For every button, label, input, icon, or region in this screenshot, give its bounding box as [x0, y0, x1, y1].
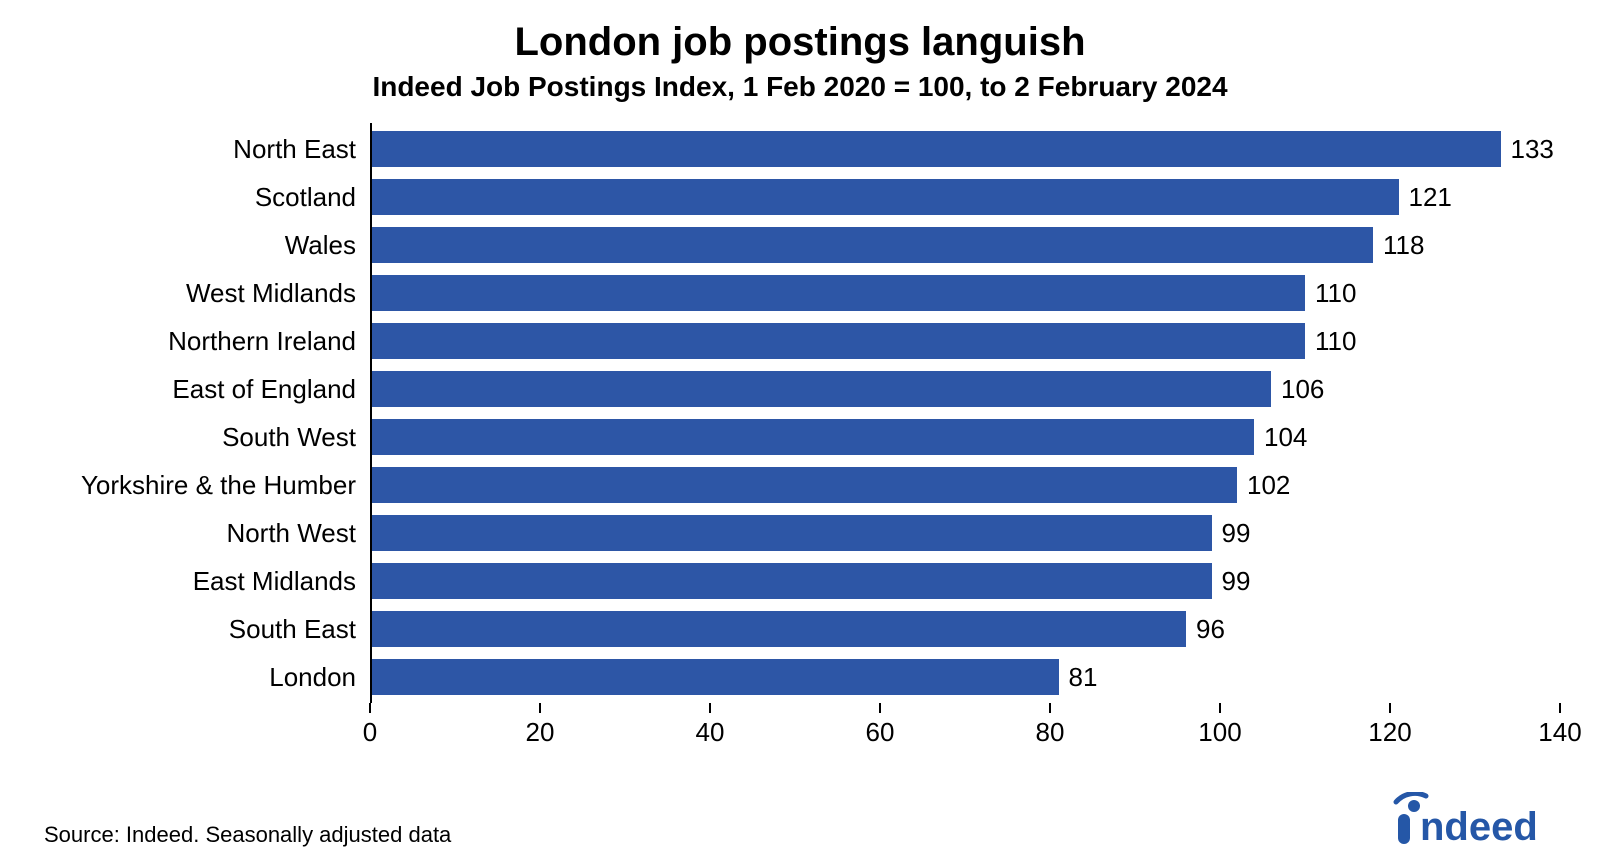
category-label: London	[40, 662, 356, 693]
x-axis-label: 0	[363, 717, 377, 748]
category-label: South West	[40, 422, 356, 453]
bar	[372, 659, 1059, 695]
bar	[372, 227, 1373, 263]
chart-subtitle: Indeed Job Postings Index, 1 Feb 2020 = …	[40, 71, 1560, 103]
bar	[372, 131, 1501, 167]
x-axis-tick	[1559, 703, 1561, 713]
bar	[372, 275, 1305, 311]
indeed-logo: ndeed	[1376, 792, 1556, 848]
indeed-logo-svg: ndeed	[1376, 792, 1556, 848]
x-axis-label: 20	[526, 717, 555, 748]
value-label: 96	[1196, 614, 1225, 645]
category-label: Scotland	[40, 182, 356, 213]
source-text: Source: Indeed. Seasonally adjusted data	[44, 822, 451, 848]
bar	[372, 323, 1305, 359]
x-axis-tick	[1389, 703, 1391, 713]
bar	[372, 467, 1237, 503]
chart-title: London job postings languish	[40, 20, 1560, 65]
chart-plot-area: North East 133 Scotland 121 Wales 118 West Mid…	[40, 123, 1560, 784]
category-label: Wales	[40, 230, 356, 261]
chart-container: London job postings languish Indeed Job …	[0, 0, 1600, 864]
bar	[372, 563, 1212, 599]
value-label: 121	[1409, 182, 1452, 213]
value-label: 106	[1281, 374, 1324, 405]
x-axis-label: 40	[696, 717, 725, 748]
value-label: 110	[1315, 326, 1356, 357]
category-label: North East	[40, 134, 356, 165]
category-label: East of England	[40, 374, 356, 405]
value-label: 110	[1315, 278, 1356, 309]
value-label: 81	[1069, 662, 1098, 693]
bar	[372, 419, 1254, 455]
category-label: Yorkshire & the Humber	[40, 470, 356, 501]
bar	[372, 179, 1399, 215]
x-axis-tick	[1219, 703, 1221, 713]
value-label: 118	[1383, 230, 1424, 261]
category-label: Northern Ireland	[40, 326, 356, 357]
value-label: 99	[1222, 518, 1251, 549]
x-axis-label: 60	[866, 717, 895, 748]
x-axis-tick	[369, 703, 371, 713]
value-label: 104	[1264, 422, 1307, 453]
logo-text: ndeed	[1420, 805, 1538, 848]
bar	[372, 515, 1212, 551]
x-axis-tick	[1049, 703, 1051, 713]
x-axis-tick	[709, 703, 711, 713]
bar	[372, 611, 1186, 647]
value-label: 99	[1222, 566, 1251, 597]
x-axis-tick	[879, 703, 881, 713]
value-label: 102	[1247, 470, 1290, 501]
bar	[372, 371, 1271, 407]
x-axis-label: 120	[1368, 717, 1411, 748]
x-axis-label: 80	[1036, 717, 1065, 748]
category-label: West Midlands	[40, 278, 356, 309]
x-axis-tick	[539, 703, 541, 713]
x-axis-label: 100	[1198, 717, 1241, 748]
chart-footer: Source: Indeed. Seasonally adjusted data…	[40, 792, 1560, 854]
x-axis-label: 140	[1538, 717, 1581, 748]
category-label: East Midlands	[40, 566, 356, 597]
category-label: North West	[40, 518, 356, 549]
value-label: 133	[1511, 134, 1554, 165]
category-label: South East	[40, 614, 356, 645]
